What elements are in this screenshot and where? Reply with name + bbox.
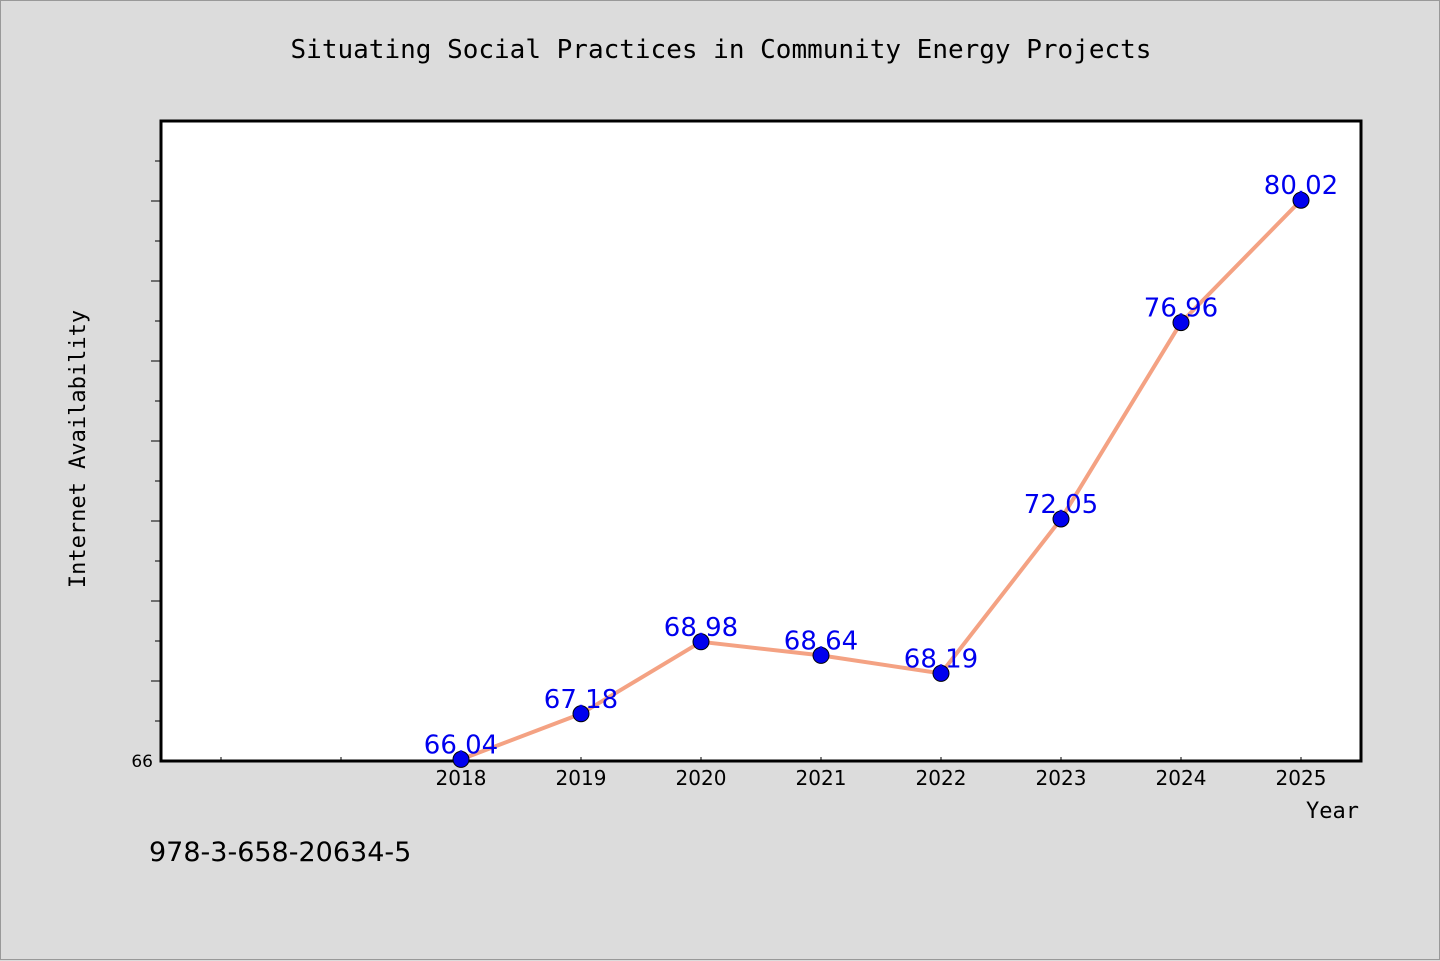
y-axis-label: Internet Availability [66,310,91,588]
y-tick-label: 66 [131,752,153,772]
x-tick-label: 2023 [1036,766,1087,790]
x-tick-label: 2019 [556,766,607,790]
plot-area [159,119,1363,763]
data-label: 67.18 [544,685,618,715]
data-label: 72.05 [1024,490,1098,520]
y-axis-ticks: 66 [131,160,161,772]
data-label: 68.19 [904,644,978,674]
data-label: 68.98 [664,613,738,643]
series-line [460,198,1303,762]
data-point [1052,510,1070,528]
x-tick-label: 2021 [796,766,847,790]
x-axis-label: Year [1306,799,1359,824]
x-tick-label: 2024 [1156,766,1207,790]
data-point [692,633,710,651]
isbn-text: 978-3-658-20634-5 [149,837,412,868]
x-tick-label: 2020 [676,766,727,790]
data-point [1172,314,1190,332]
series-group [452,191,1310,768]
x-tick-label: 2018 [436,766,487,790]
x-tick-label: 2022 [916,766,967,790]
data-point [452,750,470,768]
data-label: 68.64 [784,626,858,656]
data-point [572,705,590,723]
data-point [812,646,830,664]
data-label: 76.96 [1144,294,1218,324]
data-point [1292,191,1310,209]
data-label: 80.02 [1264,171,1338,201]
data-point [932,664,950,682]
x-axis-ticks: 2018 2019 2020 2021 2022 2023 2024 2025 [220,757,1327,790]
data-labels: 66.04 67.18 68.98 68.64 68.19 72.05 76.96 80.02 [424,171,1338,760]
x-tick-label: 2025 [1276,766,1327,790]
data-label: 66.04 [424,730,498,760]
chart-title: Situating Social Practices in Community … [290,35,1152,65]
